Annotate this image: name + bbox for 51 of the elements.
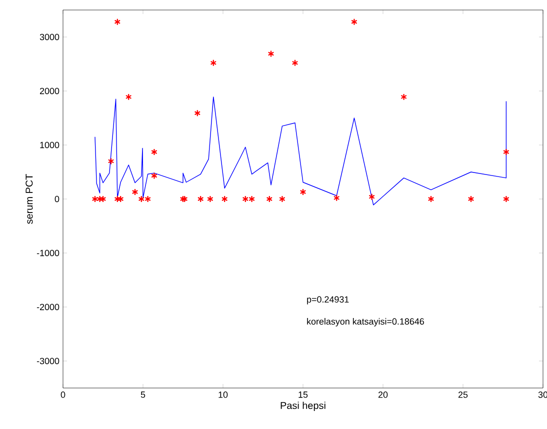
point [333, 194, 340, 202]
point [300, 188, 306, 196]
point [194, 110, 201, 117]
point [248, 195, 255, 203]
point [197, 195, 204, 203]
point [144, 195, 151, 203]
point [428, 195, 434, 203]
y-tick-label: 1000 [40, 142, 60, 148]
annotation: korelasyon katsayisi=0.18646 [307, 318, 424, 326]
y-tick-label: 2000 [40, 88, 60, 94]
point [400, 93, 407, 100]
y-axis-title: serum PCT [26, 174, 33, 224]
y-tick-label: -3000 [36, 358, 60, 364]
point [268, 50, 274, 58]
y-tick-label: -2000 [36, 304, 60, 310]
y-tick-label: 3000 [40, 34, 60, 40]
x-tick-label: 20 [378, 392, 388, 398]
x-tick-label: 0 [60, 392, 66, 398]
point [210, 59, 217, 66]
point [207, 195, 214, 203]
point [468, 195, 474, 203]
y-tick-label: 0 [54, 196, 60, 202]
point [138, 195, 145, 203]
point [125, 93, 132, 100]
point [92, 195, 98, 203]
point [151, 148, 158, 156]
point [279, 195, 286, 203]
point [96, 195, 103, 203]
point [114, 195, 121, 203]
point [292, 59, 298, 66]
point [114, 18, 121, 26]
y-tick-label: -1000 [36, 250, 60, 256]
x-tick-label: 5 [140, 392, 146, 398]
x-tick-label: 15 [298, 392, 308, 398]
point [132, 188, 138, 196]
point [151, 172, 158, 180]
point [351, 18, 358, 26]
point [108, 158, 114, 165]
annotation: p=0.24931 [307, 296, 349, 304]
point [368, 193, 375, 200]
point [503, 148, 510, 156]
point [221, 195, 228, 203]
point [503, 195, 510, 203]
x-tick-label: 10 [218, 392, 228, 398]
x-axis-title: Pasi hepsi [280, 402, 326, 411]
point [266, 195, 273, 203]
x-tick-label: 25 [458, 392, 468, 398]
point [242, 195, 249, 203]
point [117, 195, 124, 203]
line-series [94, 96, 507, 206]
point [100, 195, 106, 203]
